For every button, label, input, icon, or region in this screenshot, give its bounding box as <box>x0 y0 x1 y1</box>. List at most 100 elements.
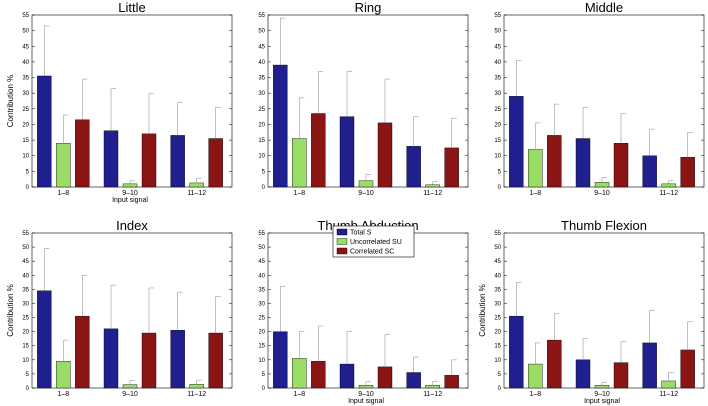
panel-little-ytick-label: 40 <box>22 60 29 66</box>
panel-ring-title: Ring <box>355 0 382 15</box>
panel-thumb-abduction-xlabel: Input signal <box>348 398 384 405</box>
panel-thumb-abduction-bar-correlated-2 <box>377 366 393 389</box>
panel-ring-xtick-label: 11–12 <box>423 190 442 197</box>
panel-index-bar-correlated-2 <box>141 332 157 389</box>
panel-index-ytick-label: 40 <box>22 273 29 279</box>
panel-little-bar-total-1 <box>37 75 52 188</box>
panel-ring-ytick-label: 40 <box>258 60 265 66</box>
panel-little-ytick-label: 50 <box>22 29 29 35</box>
legend-label-total: Total S <box>350 230 372 237</box>
panel-thumb-flexion-ytick-label: 30 <box>494 301 501 307</box>
panel-middle-ytick-label: 0 <box>498 185 502 191</box>
panel-middle-ytick-label: 30 <box>494 91 501 97</box>
panel-ring-ytick-label: 5 <box>262 169 266 175</box>
panel-thumb-abduction-ytick-label: 35 <box>258 287 265 293</box>
panel-thumb-flexion-bar-uncorrelated-1 <box>528 363 543 389</box>
panel-little-ytick-label: 45 <box>22 44 29 50</box>
panel-thumb-abduction-bar-total-1 <box>273 331 288 389</box>
panel-index-ytick-label: 30 <box>22 301 29 307</box>
panel-thumb-flexion: Thumb Flexion 0 5 10 15 20 25 30 35 40 45 50 55 Contr… <box>478 218 705 405</box>
panel-index-bar-total-2 <box>103 328 119 389</box>
panel-ring-bar-total-2 <box>339 116 355 188</box>
panel-thumb-abduction-xtick-label: 11–12 <box>423 391 442 398</box>
panel-ring-ytick-label: 20 <box>258 122 265 128</box>
panel-ring-bar-uncorrelated-3 <box>425 184 440 188</box>
panel-index-bar-uncorrelated-2 <box>122 384 138 389</box>
panel-little: Little 0 5 10 15 20 25 30 35 40 45 50 55 Contribution… <box>6 0 233 204</box>
panel-little-bar-total-2 <box>103 130 119 188</box>
panel-thumb-flexion-xtick-label: 1–8 <box>529 391 541 398</box>
panel-index-xtick-label: 11–12 <box>187 391 206 398</box>
panel-thumb-flexion-ytick-label: 25 <box>494 316 501 322</box>
panel-little-ytick-label: 5 <box>26 169 30 175</box>
panel-thumb-flexion-xtick-label: 11–12 <box>659 391 678 398</box>
panel-thumb-abduction-ytick-label: 0 <box>262 386 266 392</box>
panel-little-xtick-label: 9–10 <box>122 190 138 197</box>
panel-index-bar-uncorrelated-3 <box>189 384 204 389</box>
panel-thumb-abduction-xtick-label: 1–8 <box>293 391 305 398</box>
panel-middle-bar-uncorrelated-2 <box>594 182 610 188</box>
panel-little-bar-correlated-1 <box>75 119 90 188</box>
panel-index-ytick-label: 10 <box>22 358 29 364</box>
panel-thumb-abduction-bar-correlated-3 <box>444 375 459 389</box>
panel-middle-ytick-label: 55 <box>494 13 501 19</box>
panel-thumb-abduction-ytick-label: 55 <box>258 231 265 237</box>
panel-thumb-abduction-ytick-label: 30 <box>258 301 265 307</box>
panel-index: Index 0 5 10 15 20 25 30 35 40 45 50 55 Contribution … <box>6 218 233 398</box>
panel-thumb-flexion-ytick-label: 55 <box>494 231 501 237</box>
panel-little-ytick-label: 55 <box>22 13 29 19</box>
panel-thumb-flexion-ytick-label: 40 <box>494 273 501 279</box>
panel-little-xtick-label: 11–12 <box>187 190 206 197</box>
panel-ring-bar-total-3 <box>406 146 421 188</box>
panel-middle-ytick-label: 10 <box>494 154 501 160</box>
panel-middle-bar-total-1 <box>509 96 524 188</box>
panel-index-ytick-label: 50 <box>22 245 29 251</box>
panel-index-ytick-label: 15 <box>22 344 29 350</box>
panel-little-xtick-label: 1–8 <box>57 190 69 197</box>
panel-middle-bar-uncorrelated-1 <box>528 149 543 188</box>
legend-label-correlated: Correlated SC <box>350 249 394 256</box>
panel-thumb-flexion-bar-uncorrelated-2 <box>594 384 610 389</box>
panel-ring-bar-correlated-3 <box>444 147 459 188</box>
panel-ring-xtick-label: 1–8 <box>293 190 305 197</box>
panel-thumb-abduction-ytick-label: 50 <box>258 245 265 251</box>
panel-middle-ytick-label: 5 <box>498 169 502 175</box>
panel-middle-bar-correlated-1 <box>547 135 562 188</box>
panel-middle-ytick-label: 15 <box>494 138 501 144</box>
panel-thumb-flexion-bar-correlated-2 <box>613 362 629 389</box>
panel-thumb-abduction: Thumb Abduction05101520253035404550551–8… <box>258 218 469 405</box>
panel-little-ytick-label: 20 <box>22 122 29 128</box>
panel-little-bar-uncorrelated-1 <box>56 143 71 188</box>
panel-little-ytick-label: 25 <box>22 107 29 113</box>
panel-middle-bar-correlated-3 <box>680 157 695 188</box>
panel-thumb-flexion-ytick-label: 20 <box>494 330 501 336</box>
panel-thumb-abduction-bar-uncorrelated-1 <box>292 358 307 389</box>
panel-middle-ytick-label: 35 <box>494 76 501 82</box>
panel-ring-ytick-label: 10 <box>258 154 265 160</box>
panel-thumb-flexion-title: Thumb Flexion <box>561 218 647 233</box>
panel-little-ytick-label: 10 <box>22 154 29 160</box>
panel-index-bar-correlated-1 <box>75 315 90 389</box>
panel-thumb-abduction-ytick-label: 5 <box>262 372 266 378</box>
panel-little-ytick-label: 15 <box>22 138 29 144</box>
panel-middle-bar-total-2 <box>575 138 591 188</box>
legend: Total S Uncorrelated SU Correlated SC <box>332 225 415 258</box>
legend-swatch-uncorrelated <box>336 238 348 245</box>
panel-ring-ytick-label: 30 <box>258 91 265 97</box>
panel-index-bar-total-3 <box>170 330 185 389</box>
panel-middle-bar-uncorrelated-3 <box>661 183 676 188</box>
panel-thumb-flexion-bar-total-3 <box>642 342 657 389</box>
panel-index-ytick-label: 0 <box>26 386 30 392</box>
panel-index-xtick-label: 9–10 <box>122 391 138 398</box>
panel-thumb-abduction-ytick-label: 45 <box>258 259 265 265</box>
panel-thumb-abduction-bar-uncorrelated-3 <box>425 384 440 389</box>
panel-thumb-flexion-ylabel: Contribution % <box>478 284 487 336</box>
panel-middle-ytick-label: 20 <box>494 122 501 128</box>
panel-thumb-flexion-ytick-label: 45 <box>494 259 501 265</box>
panel-ring-ytick-label: 15 <box>258 138 265 144</box>
panel-index-bar-total-1 <box>37 290 52 389</box>
legend-swatch-total <box>336 228 348 236</box>
panel-ring-xtick-label: 9–10 <box>358 190 374 197</box>
panel-ring-bar-uncorrelated-2 <box>358 180 374 188</box>
panel-middle-xtick-label: 11–12 <box>659 190 678 197</box>
